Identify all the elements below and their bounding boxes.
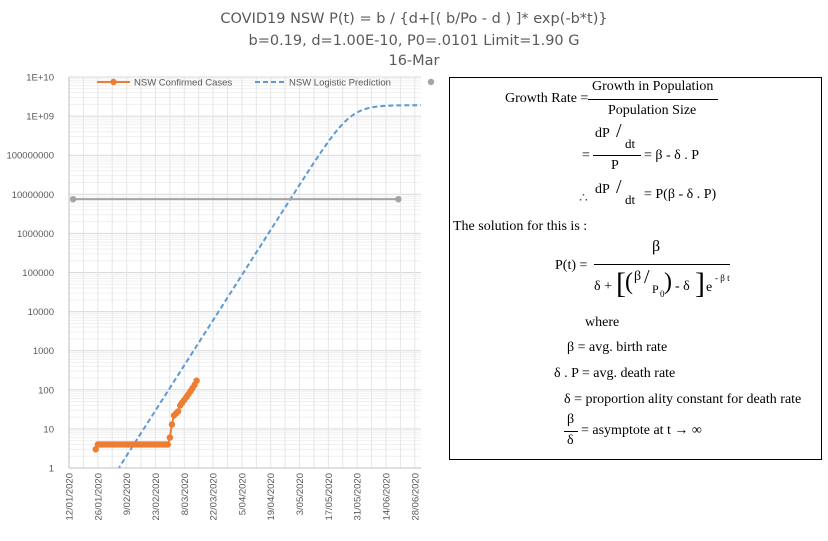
growth-numerator: Growth in Population [592, 79, 714, 94]
slash: / [644, 266, 650, 288]
growth-denominator: Population Size [608, 103, 697, 118]
beta-numerator: β [652, 238, 661, 255]
x-tick-label: 19/04/2020 [266, 473, 277, 521]
y-tick-label: 1E+10 [26, 73, 54, 84]
prediction-line [117, 104, 421, 468]
p0-label: P [652, 282, 659, 296]
exp-e: e [706, 280, 713, 295]
reference-marker [395, 195, 402, 203]
reference-marker [69, 195, 77, 203]
x-tick-label: 3/05/2020 [295, 473, 306, 515]
chart-date: 16-Mar [388, 53, 440, 69]
dp-label: dP [595, 182, 610, 197]
x-tick-label: 5/04/2020 [237, 473, 248, 515]
y-tick-label: 1000 [33, 346, 54, 357]
exp-power: - β t [715, 273, 730, 283]
where-label: where [585, 315, 620, 330]
right-paren: ) [664, 269, 672, 295]
chart-title: COVID19 NSW P(t) = b / {d+[( b/Po - d ) … [220, 11, 608, 27]
right-bracket: ] [695, 267, 705, 300]
y-tick-label: 1E+09 [26, 112, 54, 123]
birth-rate-def: β = avg. birth rate [567, 340, 668, 355]
p0-subscript: 0 [660, 289, 665, 299]
beta-label: β [634, 269, 642, 284]
x-tick-label: 28/06/2020 [410, 473, 421, 521]
y-tick-label: 10000000 [12, 190, 54, 201]
legend-confirmed-label: NSW Confirmed Cases [134, 78, 232, 89]
fraction-bar [593, 155, 641, 156]
y-tick-label: 1 [49, 464, 54, 475]
therefore-sign: ∴ [579, 191, 588, 206]
fraction-bar [594, 264, 730, 265]
left-paren: ( [625, 269, 633, 295]
confirmed-marker [166, 434, 174, 441]
x-tick-label: 23/02/2020 [151, 473, 162, 521]
confirmed-line [94, 380, 198, 450]
differential-equation: = P(β - δ . P) [644, 187, 717, 202]
series-layer [69, 104, 421, 468]
equals-sign: = [582, 148, 590, 163]
fraction-bar [564, 431, 578, 432]
confirmed-marker [92, 446, 99, 453]
delta-plus: δ + [594, 279, 612, 294]
x-tick-label: 8/03/2020 [180, 473, 191, 515]
pt-label: P(t) = [555, 258, 588, 273]
delta-denominator: δ [567, 433, 574, 448]
death-rate-def: δ . P = avg. death rate [554, 366, 676, 381]
slash: / [616, 176, 622, 198]
slash: / [616, 120, 622, 142]
dt-label: dt [625, 136, 636, 151]
y-tick-label: 100000000 [6, 151, 54, 162]
grid-layer [68, 76, 421, 469]
legend-prediction-label: NSW Logistic Prediction [289, 78, 391, 89]
x-tick-label: 22/03/2020 [209, 473, 220, 521]
dp-label: dP [595, 126, 610, 141]
asymptote-def: = asymptote at t → ∞ [581, 423, 702, 438]
equation-panel: Growth Rate = Growth in Population Popul… [449, 77, 822, 460]
chart-subtitle: b=0.19, d=1.00E-10, P0=.0101 Limit=1.90 … [248, 33, 580, 49]
minus-delta: - δ [675, 279, 690, 294]
solution-text: The solution for this is : [453, 219, 588, 234]
dt-label: dt [625, 192, 636, 207]
growth-rate-label: Growth Rate = [505, 91, 589, 106]
y-tick-label: 10 [43, 424, 54, 435]
confirmed-marker [164, 441, 172, 448]
rate-equation: = β - δ . P [644, 148, 700, 163]
left-bracket: [ [616, 267, 626, 300]
x-tick-label: 26/01/2020 [93, 473, 104, 521]
confirmed-marker [168, 421, 176, 428]
y-tick-label: 100000 [22, 268, 54, 279]
y-tick-label: 10000 [28, 307, 54, 318]
confirmed-marker [193, 377, 200, 384]
legend: NSW Confirmed Cases NSW Logistic Predicti… [97, 78, 435, 89]
x-tick-label: 12/01/2020 [65, 473, 76, 521]
y-tick-label: 100 [38, 385, 54, 396]
x-tick-label: 31/05/2020 [353, 473, 364, 521]
p-label: P [611, 158, 619, 173]
confirmed-marker [174, 408, 182, 415]
legend-confirmed-marker [110, 78, 117, 86]
x-tick-label: 9/02/2020 [122, 473, 133, 515]
y-tick-label: 1000000 [17, 229, 54, 240]
x-tick-label: 17/05/2020 [324, 473, 335, 521]
fraction-bar [588, 99, 718, 100]
legend-reference-marker [427, 78, 435, 86]
constant-def: δ = proportion ality constant for death … [564, 392, 802, 407]
x-tick-label: 14/06/2020 [382, 473, 393, 521]
beta-numerator: β [567, 412, 575, 427]
axis-layer: 1 10 100 1000 10000 100000 1000000 10000000 1000… [6, 73, 421, 521]
